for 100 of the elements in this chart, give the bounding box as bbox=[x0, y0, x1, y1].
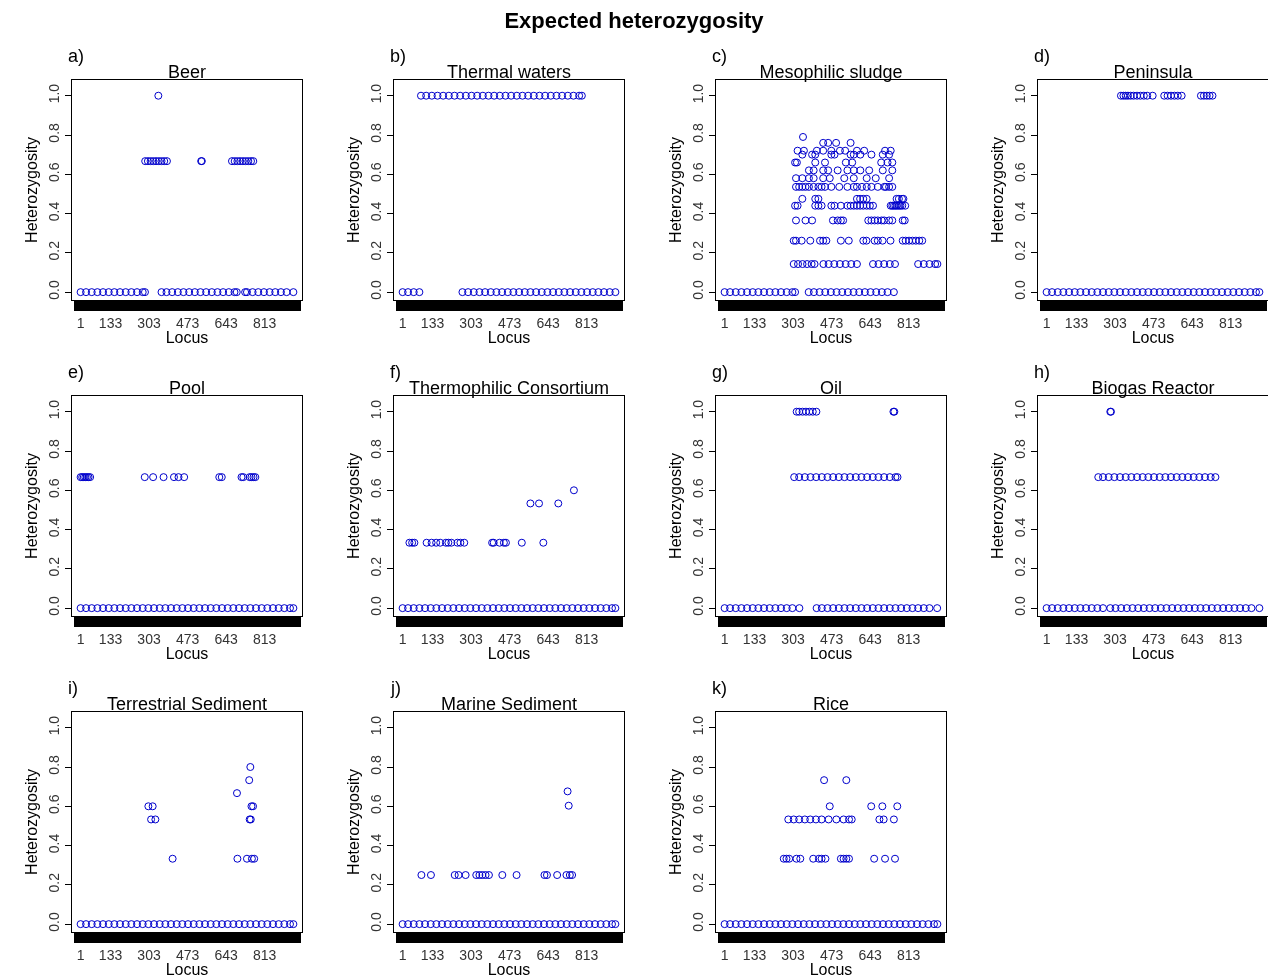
point bbox=[432, 604, 441, 613]
point bbox=[869, 260, 878, 269]
point bbox=[765, 920, 774, 929]
x-axis-title: Locus bbox=[809, 329, 853, 346]
point bbox=[562, 604, 571, 613]
point bbox=[873, 236, 882, 245]
point bbox=[438, 920, 447, 929]
point bbox=[835, 182, 844, 191]
x-axis-title: Locus bbox=[165, 961, 209, 978]
point bbox=[591, 604, 599, 613]
point bbox=[801, 407, 810, 416]
text: d) bbox=[1034, 46, 1051, 66]
y-axis-title: Heterozygosity bbox=[23, 137, 41, 243]
x-tick-label: 133 bbox=[1064, 314, 1089, 331]
point bbox=[760, 604, 769, 613]
point bbox=[878, 802, 887, 811]
point bbox=[809, 854, 818, 863]
point bbox=[1185, 604, 1194, 613]
point bbox=[540, 604, 549, 613]
point bbox=[517, 538, 526, 547]
point bbox=[785, 854, 794, 863]
x-tick-label: 1 bbox=[720, 314, 729, 331]
point bbox=[850, 920, 859, 929]
point bbox=[596, 920, 605, 929]
point bbox=[841, 158, 850, 167]
point bbox=[147, 815, 156, 824]
point bbox=[146, 157, 155, 166]
y-tick-label: 0.6 bbox=[368, 162, 385, 182]
x-tick-label: 133 bbox=[742, 946, 767, 963]
point bbox=[149, 157, 158, 166]
point bbox=[824, 260, 833, 269]
point bbox=[154, 91, 163, 100]
point bbox=[246, 920, 255, 929]
point bbox=[93, 920, 102, 929]
text: b) bbox=[390, 46, 407, 66]
point bbox=[444, 538, 453, 547]
point bbox=[859, 201, 868, 210]
point bbox=[868, 473, 877, 482]
point bbox=[844, 236, 853, 245]
x-tick-label: 813 bbox=[896, 946, 921, 963]
point bbox=[1117, 604, 1126, 613]
point bbox=[779, 854, 788, 863]
point bbox=[804, 166, 813, 175]
point bbox=[795, 407, 804, 416]
point bbox=[827, 201, 836, 210]
point bbox=[607, 920, 616, 929]
point bbox=[834, 473, 843, 482]
point bbox=[127, 288, 136, 297]
y-tick-label: 0.4 bbox=[690, 833, 707, 854]
point bbox=[441, 538, 450, 547]
y-tick-label: 1.0 bbox=[46, 715, 63, 736]
point bbox=[110, 288, 119, 297]
point bbox=[804, 174, 813, 183]
point bbox=[551, 920, 560, 929]
point bbox=[859, 236, 868, 245]
point bbox=[833, 216, 842, 225]
x-tick-label: 813 bbox=[574, 630, 599, 647]
x-tick-label: 133 bbox=[98, 314, 123, 331]
point bbox=[885, 182, 894, 191]
chart-title: Rice bbox=[812, 694, 850, 714]
point bbox=[116, 920, 125, 929]
point bbox=[860, 146, 869, 155]
point bbox=[564, 801, 573, 810]
y-tick-label: 0.8 bbox=[46, 122, 63, 143]
point bbox=[765, 288, 774, 297]
point bbox=[133, 288, 142, 297]
point bbox=[824, 138, 833, 147]
y-tick-label: 0.8 bbox=[690, 438, 707, 459]
point bbox=[808, 150, 817, 159]
point bbox=[901, 201, 910, 210]
x-tick-label: 303 bbox=[1103, 314, 1127, 331]
point bbox=[788, 604, 797, 613]
point bbox=[748, 288, 757, 297]
chart-title: Terrestrial Sediment bbox=[106, 694, 268, 714]
chart-title: Pool bbox=[168, 378, 206, 398]
point bbox=[865, 166, 874, 175]
point bbox=[885, 473, 894, 482]
text: a) bbox=[68, 46, 85, 66]
point bbox=[1106, 604, 1115, 613]
point bbox=[185, 288, 194, 297]
point bbox=[924, 920, 933, 929]
point bbox=[846, 150, 855, 159]
point bbox=[798, 260, 807, 269]
point bbox=[545, 604, 554, 613]
point bbox=[523, 920, 532, 929]
point bbox=[832, 288, 841, 297]
x-tick-label: 643 bbox=[536, 314, 560, 331]
point bbox=[795, 182, 804, 191]
x-tick-label: 303 bbox=[781, 946, 805, 963]
y-tick-label: 0.0 bbox=[690, 280, 707, 300]
point bbox=[810, 260, 819, 269]
y-tick-label: 0.6 bbox=[690, 162, 707, 182]
point bbox=[456, 538, 465, 547]
point bbox=[897, 604, 906, 613]
point bbox=[856, 166, 865, 175]
point bbox=[824, 815, 833, 824]
point bbox=[919, 260, 928, 269]
y-axis-title: Heterozygosity bbox=[989, 453, 1007, 559]
point bbox=[218, 920, 227, 929]
point bbox=[1190, 604, 1199, 613]
